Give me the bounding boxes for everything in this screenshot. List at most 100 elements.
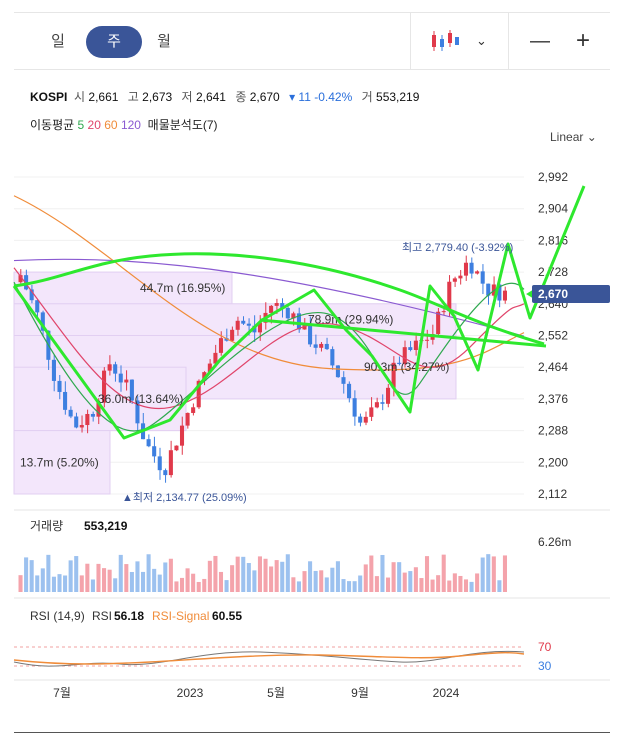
volume-bar [90, 579, 95, 592]
candle-body [79, 425, 84, 428]
candle-body [386, 387, 391, 404]
volume-bar [302, 571, 307, 592]
candle-body [269, 305, 274, 313]
candle-body [29, 289, 34, 301]
volume-bar [458, 575, 463, 592]
volume-bar [480, 557, 485, 592]
volume-bar [24, 557, 29, 592]
low-annotation: ▲최저 2,134.77 (25.09%) [122, 491, 247, 504]
volume-bar [463, 579, 469, 592]
candle-body [480, 271, 485, 284]
quote-info: KOSPI 시 2,661 고 2,673 저 2,641 종 2,670 ▾ … [30, 88, 425, 105]
volume-bar [118, 554, 123, 592]
volume-bar [185, 568, 190, 592]
volume-bar [491, 556, 496, 592]
price-axis-label: 2,112 [538, 487, 567, 501]
price-axis-label: 2,904 [538, 202, 568, 216]
tab-daily[interactable]: 일 [51, 33, 65, 50]
candle-body [74, 416, 79, 428]
volume-bar [129, 571, 134, 592]
candle-body [291, 313, 296, 319]
ma-5: 5 [77, 118, 85, 132]
candle-body [341, 377, 346, 384]
candle-body [296, 313, 301, 330]
price-axis-label: 2,200 [538, 455, 568, 469]
volume-bar [163, 562, 168, 592]
candle-body [424, 339, 430, 341]
zoom-out-button[interactable]: — [530, 30, 550, 52]
candle-body [124, 379, 129, 383]
price-axis-label: 2,992 [538, 170, 568, 184]
volume-bar [280, 561, 285, 592]
volume-profile-label: 36.0m (13.64%) [98, 392, 183, 406]
x-axis-label: 2023 [177, 686, 204, 700]
candle-body [90, 413, 95, 417]
x-axis-label: 7월 [53, 686, 71, 700]
volume-bar [252, 570, 257, 592]
candle-body [213, 352, 218, 364]
volume-bar [502, 555, 507, 592]
tab-monthly[interactable]: 월 [157, 33, 171, 50]
volume-bar [202, 578, 207, 592]
moving-average-legend[interactable]: 이동평균 5 20 60 120 매물분석도(7) [30, 116, 218, 133]
price-axis-label: 2,288 [538, 424, 568, 438]
hand-drawn-trendline [259, 318, 547, 348]
candle-body [241, 320, 246, 324]
candle-body [57, 380, 62, 392]
candle-body [51, 359, 56, 381]
candle-body [319, 343, 324, 348]
zoom-in-button[interactable]: + [576, 27, 591, 54]
volume-bar [218, 571, 224, 592]
candle-body [452, 278, 457, 282]
candle-body [163, 470, 168, 476]
price-axis-label: 2,376 [538, 392, 568, 406]
volume-bar [274, 560, 279, 592]
tab-weekly[interactable]: 주 [86, 26, 142, 58]
candle-body [40, 312, 45, 331]
change-percent: -0.42% [314, 90, 353, 104]
volume-panel-value: 553,219 [84, 519, 128, 533]
rsi-panel-label: RSI (14,9) [30, 609, 85, 623]
volume-bar [141, 571, 146, 592]
volume-bar [402, 572, 407, 592]
ma-20: 20 [87, 118, 101, 132]
volume-bar [335, 561, 340, 592]
volume-bar [352, 581, 357, 592]
volume-bar [74, 556, 79, 592]
scale-selector[interactable]: Linear ⌄ [550, 130, 597, 144]
candle-body [280, 303, 285, 308]
candle-body [96, 402, 101, 417]
low-value: 2,641 [195, 90, 226, 104]
chevron-down-icon[interactable]: ⌄ [476, 33, 487, 48]
volume-bar [40, 568, 45, 592]
volume-bar [124, 564, 129, 592]
volume-bar [246, 563, 251, 592]
volume-bar [241, 556, 246, 592]
candle-body [235, 320, 240, 330]
candle-body [152, 446, 157, 457]
candle-body [196, 380, 201, 408]
volume-bar [386, 577, 391, 592]
toolbar-divider [410, 13, 411, 69]
volume-bar [191, 573, 196, 592]
x-axis-label: 5월 [267, 686, 285, 700]
volume-bar [347, 581, 352, 592]
volume-bar [257, 556, 262, 592]
chart-type-button[interactable] [430, 27, 460, 63]
volume-bar [330, 567, 335, 592]
volume-bar [102, 568, 107, 592]
volume-bar [447, 580, 452, 592]
index-name: KOSPI [30, 90, 68, 104]
candle-body [218, 338, 224, 353]
volume-bar [269, 566, 274, 592]
candle-body [63, 391, 68, 410]
volume-bar [96, 563, 101, 592]
candle-body [185, 412, 190, 426]
volume-bar [469, 581, 474, 592]
volume-bar [419, 578, 424, 592]
volume-bar [168, 558, 173, 592]
candle-body [118, 373, 123, 383]
candle-body [335, 365, 340, 378]
volume-bar [235, 556, 240, 592]
